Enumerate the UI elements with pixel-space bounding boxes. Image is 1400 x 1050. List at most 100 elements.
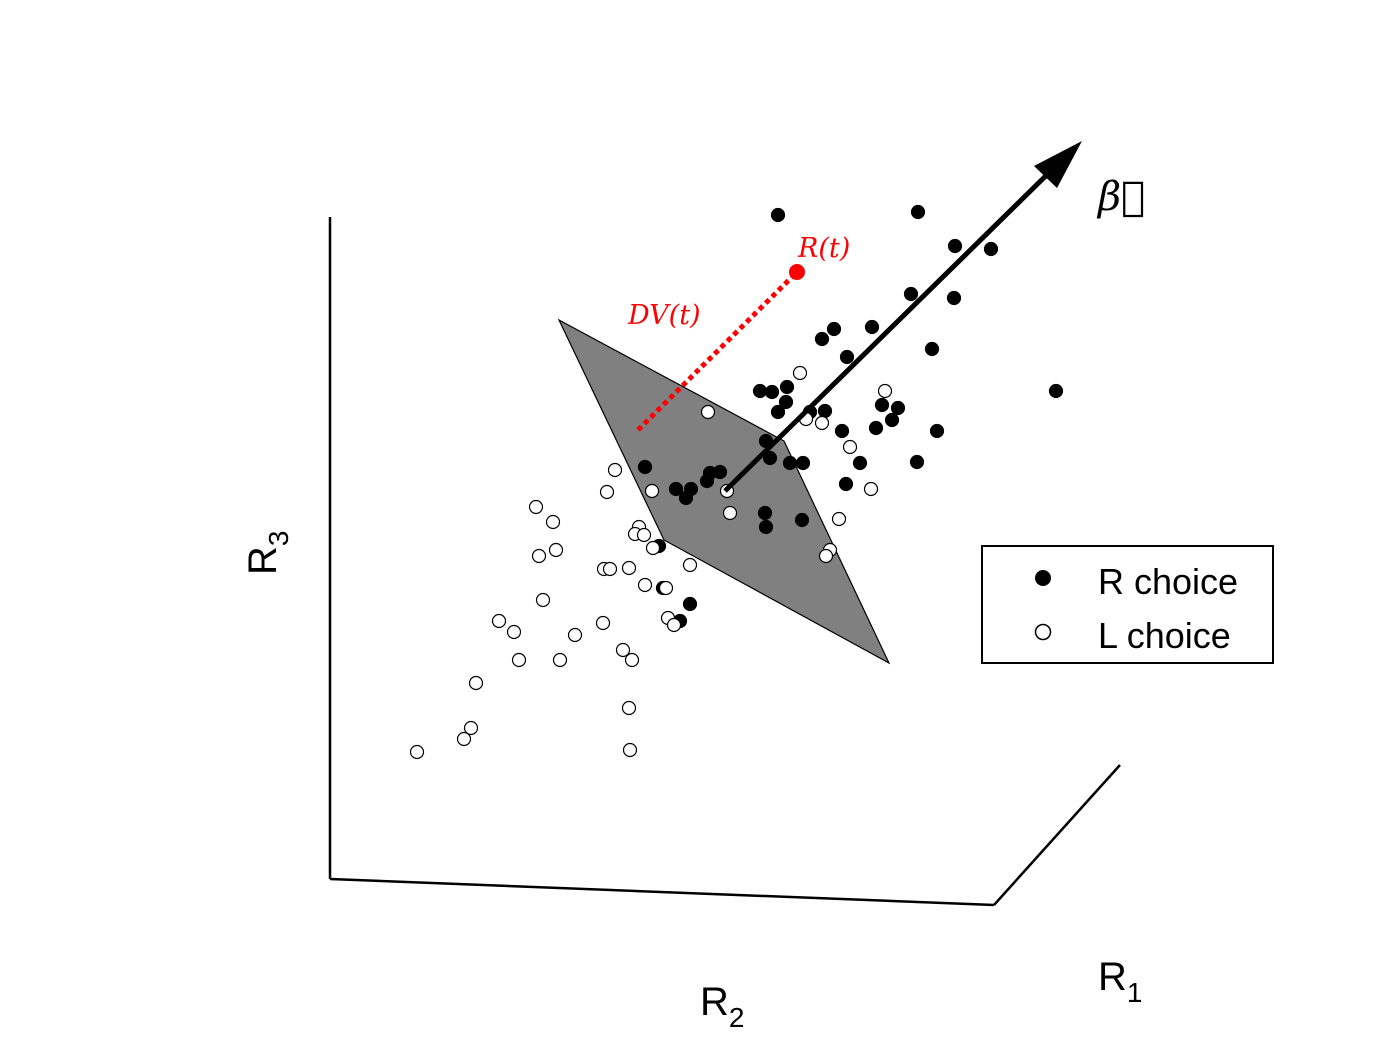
y-axis-line [329,877,995,907]
r-choice-point [834,423,850,439]
l-choice-point [506,624,522,640]
l-choice-point [528,499,544,515]
legend-marker-l-choice [1034,623,1052,641]
l-choice-point [863,481,879,497]
r-choice-point [868,420,884,436]
legend: R choice L choice [981,545,1274,664]
l-choice-point [567,627,583,643]
legend-box [981,545,1274,664]
r-choice-point [890,400,906,416]
x-axis-label-sub: 1 [1127,977,1143,1008]
y-axis-label-main: R [700,980,729,1024]
r-choice-point [884,412,900,428]
l-choice-point [621,560,637,576]
r-choice-point [838,476,854,492]
r-choice-point [852,455,868,471]
data-points [409,204,1064,760]
beta-vector-shaft [723,156,1066,493]
state-point [789,264,805,280]
r-choice-point [678,490,694,506]
l-choice-point [877,383,893,399]
l-choice-point [552,652,568,668]
r-choice-point [668,481,684,497]
r-choice-point [699,473,715,489]
r-choice-point [757,505,773,521]
l-choice-point [545,514,561,530]
r-choice-point [782,455,798,471]
r-choice-point [817,403,833,419]
l-choice-point [842,439,858,455]
r-choice-point [903,286,919,302]
l-choice-point [636,527,652,543]
l-choice-point [463,720,479,736]
z-axis-label-sub: 3 [263,531,294,547]
l-choice-point [658,580,674,596]
l-choice-point [831,511,847,527]
l-choice-point [818,548,834,564]
l-choice-point [814,415,830,431]
l-choice-point [409,744,425,760]
r-choice-point [794,512,810,528]
r-choice-point [752,383,768,399]
r-choice-point [637,459,653,475]
l-choice-point [607,462,623,478]
z-axis-label: R3 [241,531,294,575]
l-choice-point [622,742,638,758]
l-choice-point [602,561,618,577]
beta-vector [723,141,1082,493]
y-axis-label-sub: 2 [729,1002,745,1033]
l-choice-point [682,557,698,573]
r-choice-point [839,349,855,365]
r-choice-point [764,384,780,400]
r-choice-point [983,241,999,257]
legend-label-r-choice: R choice [1098,561,1238,602]
l-choice-point [468,675,484,691]
r-choice-point [795,455,811,471]
r-choice-point [929,423,945,439]
z-axis-label-main: R [241,546,285,575]
l-choice-point [595,615,611,631]
r-choice-point [864,319,880,335]
l-choice-point [511,652,527,668]
l-choice-point [615,642,631,658]
l-choice-point [535,592,551,608]
r-choice-point [770,404,786,420]
l-choice-point [637,577,653,593]
r-choice-point [946,290,962,306]
r-choice-point [947,238,963,254]
r-choice-point [758,519,774,535]
r-choice-point [712,464,728,480]
dv-label: DV(t) [627,300,701,331]
legend-marker-r-choice [1035,570,1051,586]
r-choice-point [909,454,925,470]
r-choice-point [779,379,795,395]
r-choice-point [910,204,926,220]
state-point-label: R(t) [797,233,850,264]
r-choice-point [814,331,830,347]
r-choice-point [770,207,786,223]
dv-line [636,270,799,432]
beta-arrowhead [1034,141,1082,188]
l-choice-point [624,652,640,668]
r-choice-point [1048,383,1064,399]
l-choice-point [722,505,738,521]
l-choice-point [531,548,547,564]
legend-label-l-choice: L choice [1098,615,1231,656]
y-axis-label: R2 [700,980,744,1033]
r-choice-point [762,450,778,466]
r-choice-point [826,321,842,337]
x-axis-label: R1 [1098,955,1142,1008]
l-choice-point [456,731,472,747]
r-choice-point [682,596,698,612]
r-choice-point [874,397,890,413]
x-axis-label-main: R [1098,955,1127,999]
l-choice-point [645,540,661,556]
r-choice-point [778,394,794,410]
x-axis-line [993,764,1121,906]
l-choice-point [792,365,808,381]
r-choice-point [924,341,940,357]
l-choice-point [700,404,716,420]
axis-lines [328,217,1121,907]
l-choice-point [548,542,564,558]
